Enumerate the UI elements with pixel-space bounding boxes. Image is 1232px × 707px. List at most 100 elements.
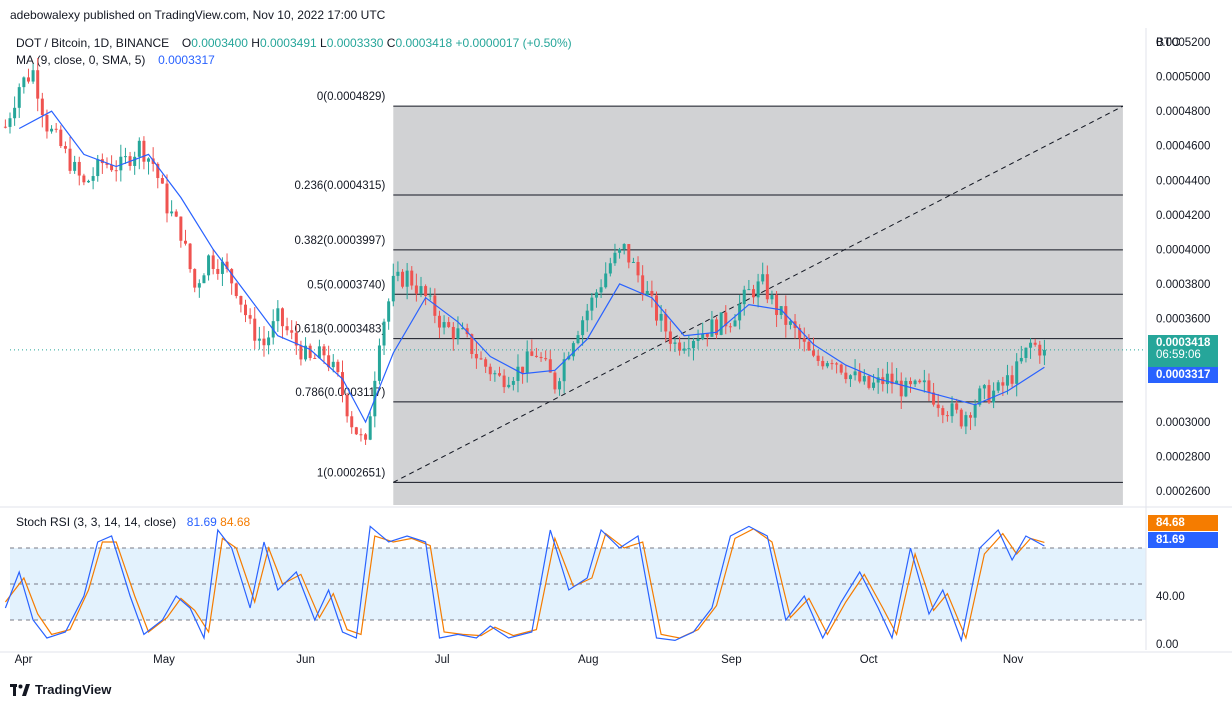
candle (922, 369, 926, 393)
candle-body (377, 345, 381, 381)
candle (345, 392, 349, 423)
candle (622, 243, 626, 255)
candle-body (451, 326, 455, 339)
candle-body (1033, 342, 1037, 345)
candle-body (728, 326, 732, 328)
candle-body (516, 366, 520, 381)
candle (470, 333, 474, 359)
candle (225, 253, 229, 273)
candle-body (876, 377, 880, 383)
fibonacci-retracement[interactable]: 0(0.0004829) 0.236(0.0004315) 0.382(0.0003… (294, 91, 1124, 505)
candle-body (807, 341, 811, 351)
candle (1019, 345, 1023, 364)
candle-body (285, 326, 289, 331)
candle-body (835, 363, 839, 365)
candle-body (904, 380, 908, 397)
fib-level-label-0.236: 0.236(0.0004315) (294, 180, 385, 192)
candle (899, 372, 903, 410)
ohlc-close-label: C (386, 36, 396, 50)
candle (447, 317, 451, 329)
candle-body (895, 380, 899, 385)
price-tick-label: 0.0004400 (1156, 175, 1210, 187)
candle (945, 411, 949, 422)
candle-body (410, 270, 414, 286)
candle (437, 310, 441, 339)
candle (678, 336, 682, 356)
rsi-tick-label: 40.00 (1156, 591, 1185, 603)
candle-body (539, 356, 543, 359)
candle-body (211, 255, 215, 269)
candle (908, 377, 912, 393)
candle-body (770, 295, 774, 300)
candle (765, 265, 769, 304)
candle-body (927, 380, 931, 393)
candle (433, 288, 437, 324)
candle-body (267, 337, 271, 346)
candle (308, 343, 312, 361)
rsi-label[interactable]: Stoch RSI (3, 3, 14, 14, close) (16, 515, 177, 529)
candle-body (290, 330, 294, 333)
candle (705, 333, 709, 347)
candle (585, 303, 589, 332)
candle-body (659, 313, 663, 321)
candle (26, 68, 30, 84)
candle (50, 125, 54, 134)
fib-level-label-0.786: 0.786(0.0003117) (295, 387, 385, 399)
candle-body (424, 286, 428, 296)
candle (31, 63, 35, 84)
candle (271, 309, 275, 345)
candle-body (73, 161, 77, 171)
candle (405, 263, 409, 300)
candle (904, 377, 908, 398)
candle (216, 259, 220, 280)
candle-body (701, 333, 705, 339)
candle-body (322, 346, 326, 356)
candle (77, 156, 81, 186)
candle-body (123, 156, 127, 158)
symbol-label[interactable]: DOT / Bitcoin, 1D, BINANCE (16, 36, 170, 50)
candle (280, 307, 284, 339)
main-legend: DOT / Bitcoin, 1D, BINANCE O0.0003400 H0… (16, 36, 572, 50)
candle-body (733, 320, 737, 327)
candle (234, 282, 238, 299)
candle (202, 273, 206, 284)
candle-body (1024, 347, 1028, 358)
candle (488, 363, 492, 381)
candle (193, 268, 197, 293)
candle (248, 308, 252, 325)
ma-price-tag: 0.0003317 (1148, 367, 1218, 383)
candle (525, 340, 529, 383)
candle (696, 329, 700, 350)
candle-body (765, 274, 769, 300)
candle-body (253, 318, 257, 341)
candle-body (576, 335, 580, 344)
candle-body (945, 415, 949, 417)
candle (756, 273, 760, 308)
candle-body (867, 376, 871, 388)
bar-countdown: 06:59:06 (1156, 349, 1201, 361)
candle-body (391, 275, 395, 302)
candle (267, 331, 271, 355)
time-axis[interactable]: Apr May Jun Jul Aug Sep Oct Nov (15, 654, 1024, 666)
candle (428, 287, 432, 301)
candle (368, 411, 372, 441)
candle (770, 290, 774, 305)
candle-body (63, 146, 67, 149)
ma-label[interactable]: MA (9, close, 0, SMA, 5) (16, 53, 146, 67)
candle-body (525, 351, 529, 373)
candle (160, 174, 164, 184)
price-axis[interactable]: 0.0005200 0.0005000 0.0004800 0.0004600 0.00… (0, 28, 1232, 653)
candle (511, 377, 515, 391)
candle-body (908, 380, 912, 385)
candle-body (299, 345, 303, 360)
candle-body (885, 373, 889, 385)
candle (299, 340, 303, 366)
candle-body (715, 319, 719, 335)
candle (701, 322, 705, 341)
candle (54, 123, 58, 133)
candle-body (641, 275, 645, 296)
candle (895, 368, 899, 385)
candle (562, 352, 566, 394)
tradingview-brand[interactable]: TradingView (10, 682, 111, 697)
